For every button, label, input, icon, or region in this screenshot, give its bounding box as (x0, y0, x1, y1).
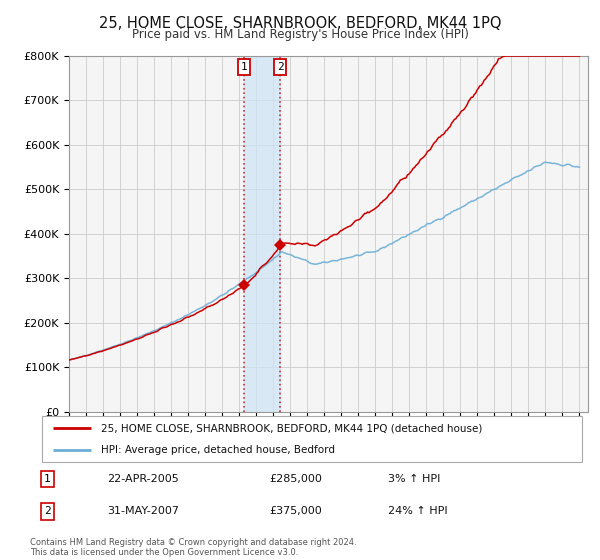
Text: 25, HOME CLOSE, SHARNBROOK, BEDFORD, MK44 1PQ (detached house): 25, HOME CLOSE, SHARNBROOK, BEDFORD, MK4… (101, 423, 483, 433)
FancyBboxPatch shape (42, 416, 582, 462)
Text: 24% ↑ HPI: 24% ↑ HPI (388, 506, 447, 516)
Text: 1: 1 (44, 474, 51, 484)
Text: 3% ↑ HPI: 3% ↑ HPI (388, 474, 440, 484)
Text: 2: 2 (44, 506, 51, 516)
Text: 1: 1 (241, 62, 247, 72)
Text: 22-APR-2005: 22-APR-2005 (107, 474, 179, 484)
Bar (244, 56, 280, 412)
Text: 31-MAY-2007: 31-MAY-2007 (107, 506, 179, 516)
Text: £285,000: £285,000 (269, 474, 322, 484)
Text: 2: 2 (277, 62, 284, 72)
Text: 25, HOME CLOSE, SHARNBROOK, BEDFORD, MK44 1PQ: 25, HOME CLOSE, SHARNBROOK, BEDFORD, MK4… (99, 16, 501, 31)
Text: HPI: Average price, detached house, Bedford: HPI: Average price, detached house, Bedf… (101, 445, 335, 455)
Text: Price paid vs. HM Land Registry's House Price Index (HPI): Price paid vs. HM Land Registry's House … (131, 28, 469, 41)
Text: Contains HM Land Registry data © Crown copyright and database right 2024.: Contains HM Land Registry data © Crown c… (30, 538, 356, 547)
Text: £375,000: £375,000 (269, 506, 322, 516)
Text: This data is licensed under the Open Government Licence v3.0.: This data is licensed under the Open Gov… (30, 548, 298, 557)
